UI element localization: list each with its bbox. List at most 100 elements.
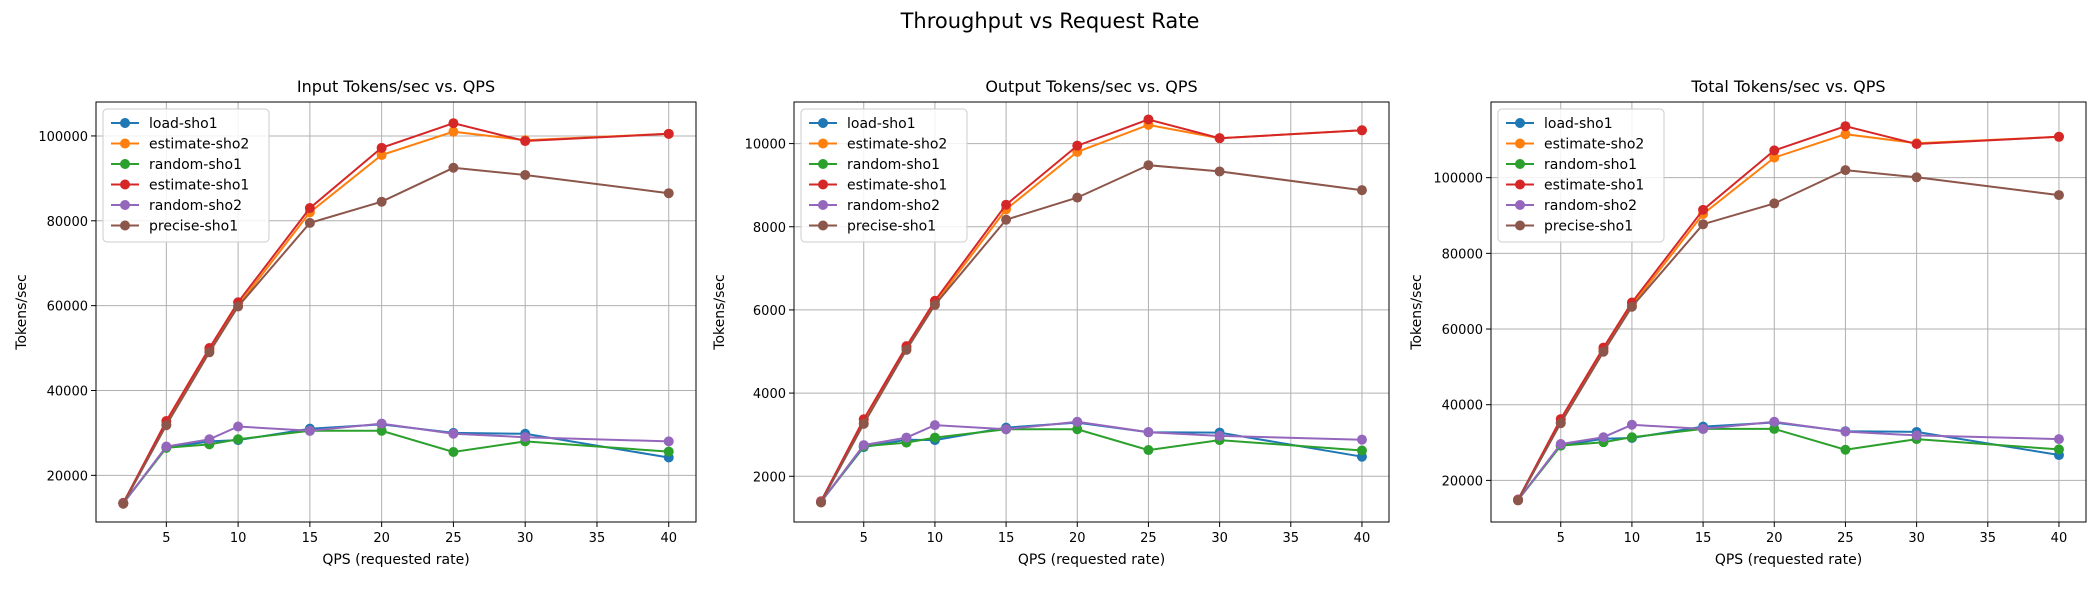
x-tick-label: 5 (162, 531, 170, 546)
legend-swatch-marker (818, 200, 828, 210)
data-point-random-sho2 (1698, 423, 1709, 434)
chart-title: Output Tokens/sec vs. QPS (985, 77, 1197, 96)
data-point-random-sho1 (448, 447, 459, 457)
data-point-random-sho1 (1769, 423, 1780, 434)
data-point-precise-sho1 (1356, 185, 1367, 196)
data-point-random-sho2 (663, 436, 674, 447)
legend-item: load-sho1 (809, 116, 916, 132)
data-point-precise-sho1 (161, 420, 172, 431)
data-point-estimate-sho2 (376, 150, 387, 161)
data-point-precise-sho1 (1698, 219, 1709, 230)
chart-title: Total Tokens/sec vs. QPS (1690, 77, 1885, 96)
data-point-random-sho2 (204, 434, 215, 445)
data-point-random-sho2 (1555, 439, 1566, 450)
legend-item: load-sho1 (111, 116, 218, 132)
x-tick-label: 40 (2051, 531, 2068, 546)
legend-label: random-sho2 (1544, 198, 1637, 214)
y-tick-label: 40000 (1442, 399, 1483, 414)
legend-swatch-marker (1515, 220, 1525, 231)
data-point-precise-sho1 (1840, 165, 1851, 176)
x-tick-label: 35 (1283, 531, 1300, 546)
data-point-estimate-sho2 (1769, 152, 1780, 163)
data-point-precise-sho1 (1143, 160, 1154, 171)
plot-area-frame (793, 101, 1390, 523)
data-point-estimate-sho1 (1214, 133, 1225, 144)
legend-item: load-sho1 (1506, 116, 1613, 132)
data-point-precise-sho1 (816, 497, 827, 508)
legend-label: precise-sho1 (149, 219, 238, 235)
legend-item: random-sho1 (111, 157, 242, 173)
x-tick-label: 5 (860, 531, 868, 546)
legend-item: random-sho1 (1506, 157, 1637, 173)
legend-box (102, 108, 270, 243)
legend-swatch-marker (1515, 138, 1525, 149)
data-point-estimate-sho1 (1072, 140, 1083, 151)
data-point-precise-sho1 (118, 498, 129, 509)
y-tick-label: 60000 (47, 300, 88, 315)
y-tick-label: 80000 (1442, 247, 1483, 262)
legend-item: estimate-sho1 (111, 178, 249, 194)
data-point-precise-sho1 (1911, 172, 1922, 183)
legend-swatch-marker (120, 179, 130, 190)
legend-box (1497, 108, 1665, 243)
legend-label: random-sho1 (847, 157, 940, 173)
chart-2: 5 10 15 20 25 30 35 40 2000 4000 6000 8000 10000 Outp… (712, 77, 1390, 568)
data-point-precise-sho1 (1001, 214, 1012, 225)
x-tick-label: 30 (517, 531, 534, 546)
x-tick-label: 30 (1908, 531, 1925, 546)
y-tick-label: 20000 (1442, 474, 1483, 489)
x-tick-label: 20 (373, 531, 390, 546)
legend-swatch-marker (818, 118, 828, 128)
chart-3: 5 10 15 20 25 30 35 40 20000 40000 60000 80000 10000… (1409, 77, 2087, 568)
data-point-precise-sho1 (233, 301, 244, 312)
data-point-estimate-sho1 (1769, 145, 1780, 156)
legend-label: estimate-sho2 (847, 137, 947, 153)
legend-label: estimate-sho2 (149, 137, 249, 153)
data-point-precise-sho1 (1555, 418, 1566, 429)
legend-label: load-sho1 (149, 116, 218, 132)
x-tick-label: 25 (445, 531, 462, 546)
y-tick-label: 8000 (753, 221, 786, 236)
data-point-estimate-sho1 (1840, 121, 1851, 132)
legend-swatch-marker (1515, 159, 1525, 169)
data-point-estimate-sho1 (1698, 204, 1709, 215)
x-tick-label: 20 (1069, 531, 1086, 546)
legend-item: estimate-sho2 (809, 137, 947, 153)
legend-swatch-marker (818, 138, 828, 149)
data-point-random-sho2 (901, 432, 912, 443)
data-point-estimate-sho1 (663, 128, 674, 139)
legend-label: precise-sho1 (847, 219, 936, 235)
y-axis-label: Tokens/sec (1409, 274, 1425, 350)
data-point-random-sho2 (233, 421, 244, 432)
data-point-precise-sho1 (1214, 166, 1225, 177)
legend-label: random-sho2 (847, 198, 940, 214)
data-point-estimate-sho1 (1911, 139, 1922, 149)
y-tick-label: 10000 (745, 138, 786, 153)
data-point-precise-sho1 (1769, 198, 1780, 209)
legend-item: random-sho2 (809, 198, 940, 214)
x-tick-label: 25 (1837, 531, 1854, 546)
data-point-estimate-sho1 (520, 136, 531, 147)
legend: load-sho1 estimate-sho2 random-sho1 estimat… (102, 108, 270, 243)
legend-label: estimate-sho1 (149, 178, 249, 194)
legend-label: random-sho1 (149, 157, 242, 173)
data-point-random-sho2 (2053, 434, 2064, 445)
data-point-precise-sho1 (448, 162, 459, 173)
legend-label: load-sho1 (1544, 116, 1613, 132)
legend-label: estimate-sho2 (1544, 137, 1644, 153)
x-axis-label: QPS (requested rate) (1715, 552, 1862, 568)
data-point-random-sho2 (1001, 424, 1012, 435)
data-point-random-sho2 (448, 428, 459, 439)
x-tick-label: 10 (1624, 531, 1641, 546)
data-point-random-sho1 (1840, 444, 1851, 455)
data-point-precise-sho1 (1072, 192, 1083, 203)
legend-item: estimate-sho1 (1506, 178, 1644, 194)
legend-label: random-sho1 (1544, 157, 1637, 173)
legend-item: precise-sho1 (111, 219, 238, 235)
data-point-random-sho2 (161, 441, 172, 452)
data-point-random-sho1 (233, 434, 244, 445)
data-point-random-sho2 (1072, 416, 1083, 427)
data-point-random-sho2 (1356, 434, 1367, 445)
legend-swatch-marker (818, 220, 828, 231)
